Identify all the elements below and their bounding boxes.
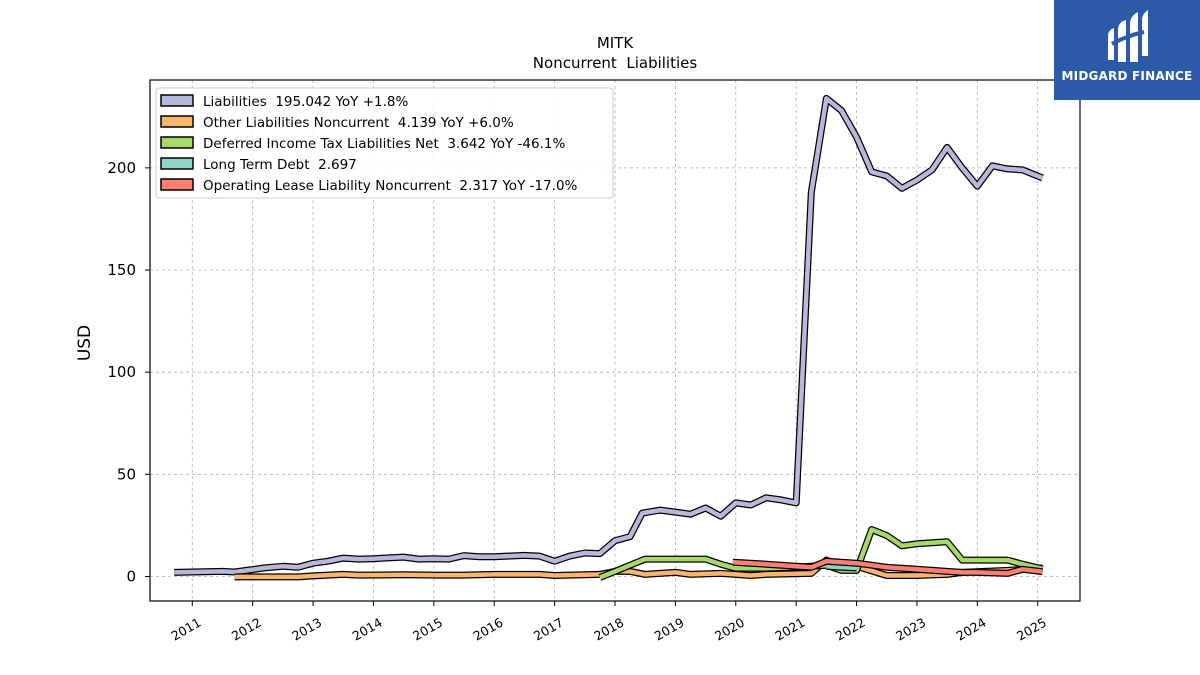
legend-label: Liabilities 195.042 YoY +1.8%: [203, 94, 408, 110]
y-axis-label: USD: [75, 325, 95, 361]
series-lines: [174, 94, 1044, 581]
legend-label: Other Liabilities Noncurrent 4.139 YoY +…: [203, 115, 514, 131]
x-tick-label: 2022: [833, 615, 868, 644]
series-line-4: [732, 558, 1043, 576]
chart-title: MITK: [597, 34, 635, 52]
x-tick-label: 2021: [772, 615, 807, 644]
x-tick-label: 2012: [229, 615, 264, 644]
legend: Liabilities 195.042 YoY +1.8% Other Liabi…: [155, 87, 614, 199]
x-tick-label: 2015: [410, 615, 445, 644]
legend-swatch: [160, 157, 194, 170]
chart-subtitle: Noncurrent Liabilities: [533, 54, 698, 72]
legend-label: Long Term Debt 2.697: [203, 157, 357, 173]
y-tick-label: 150: [107, 261, 136, 279]
legend-label: Deferred Income Tax Liabilities Net 3.64…: [203, 136, 565, 152]
x-tick-label: 2018: [591, 615, 626, 644]
x-tick-label: 2016: [470, 615, 505, 644]
y-tick-label: 100: [107, 363, 136, 381]
y-tick-label: 50: [117, 465, 136, 483]
x-tick-label: 2025: [1014, 615, 1049, 644]
brand-mark-icon: [1108, 10, 1148, 62]
x-tick-label: 2019: [652, 615, 687, 644]
x-tick-label: 2023: [893, 615, 928, 644]
x-tick-label: 2024: [954, 615, 989, 644]
y-tick-label: 200: [107, 159, 136, 177]
x-tick-label: 2011: [168, 615, 203, 644]
legend-label: Operating Lease Liability Noncurrent 2.3…: [203, 178, 578, 194]
legend-box: [155, 87, 614, 199]
series-line-3: [826, 564, 857, 571]
x-tick-label: 2014: [350, 615, 385, 644]
grid-lines: [150, 80, 1080, 601]
series-line-1: [234, 557, 1043, 580]
legend-swatch: [160, 178, 194, 191]
legend-swatch: [160, 94, 194, 107]
legend-swatch: [160, 115, 194, 128]
y-tick-label: 0: [126, 567, 136, 585]
legend-swatch: [160, 136, 194, 149]
x-tick-label: 2013: [289, 615, 324, 644]
brand-logo: MIDGARD FINANCE: [1054, 0, 1200, 100]
x-tick-label: 2017: [531, 615, 566, 644]
series-line-0: [174, 96, 1044, 575]
x-tick-label: 2020: [712, 615, 747, 644]
brand-name: MIDGARD FINANCE: [1061, 69, 1193, 83]
